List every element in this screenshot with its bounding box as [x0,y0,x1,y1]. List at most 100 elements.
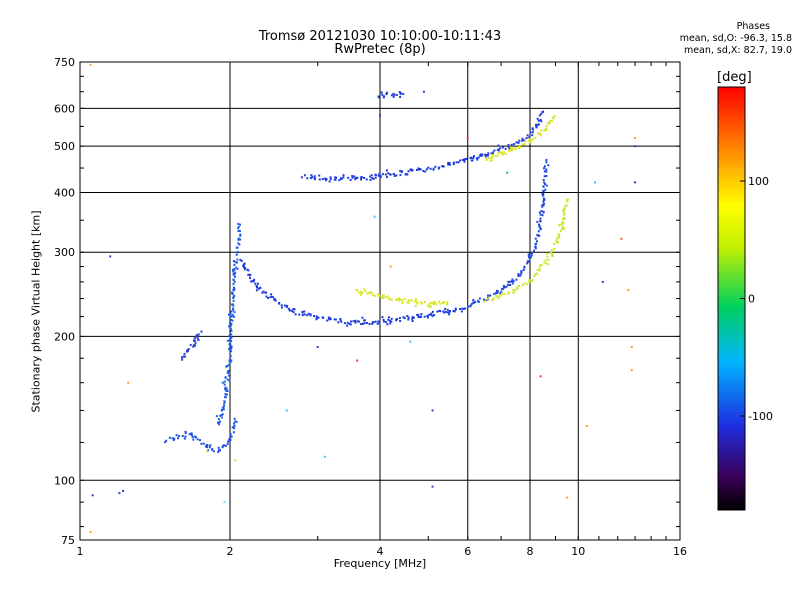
data-point [407,301,410,304]
data-point [465,157,468,160]
data-point [321,178,324,180]
data-point [228,359,231,362]
outlier-point [323,455,326,458]
data-point [508,147,511,150]
data-point [292,308,295,310]
data-point [195,335,197,338]
data-point [414,298,417,301]
data-point [528,139,531,142]
data-point [463,160,466,163]
data-point [558,233,561,236]
data-point [544,261,547,264]
data-point [511,280,514,283]
y-tick-label: 100 [54,474,75,487]
data-point [370,174,373,177]
data-point [228,363,230,366]
data-point [446,308,449,311]
data-point [430,313,432,316]
data-point [486,157,489,159]
data-point [236,246,239,249]
data-point [417,316,420,318]
data-point [220,416,223,419]
data-point [562,210,565,213]
data-point [534,243,537,246]
data-point [247,269,250,272]
data-point [227,369,230,372]
data-point [538,269,541,272]
data-point [447,311,450,314]
data-point [224,445,227,447]
colorbar-tick-label: 0 [748,293,755,306]
data-point [228,313,230,316]
data-point [363,322,366,325]
data-point [489,294,492,297]
data-point [479,153,482,156]
data-point [523,282,526,285]
data-point [187,348,190,351]
data-point [251,279,254,282]
data-point [217,446,220,449]
outlier-point [431,485,434,488]
data-point [510,148,513,151]
data-point [398,297,401,300]
data-point [357,320,360,323]
data-point [273,298,276,301]
data-point [229,327,232,330]
outlier-point [620,237,623,240]
data-point [509,284,512,286]
y-tick-label: 750 [54,56,75,69]
data-point [328,180,331,183]
data-point [346,321,349,324]
outlier-point [316,346,319,349]
data-point [485,154,488,156]
data-point [381,173,384,176]
data-point [438,166,441,169]
data-point [361,316,364,319]
data-point [378,172,381,175]
data-point [230,350,233,353]
data-point [395,174,398,177]
data-point [523,139,526,142]
data-point [509,146,512,149]
data-point [538,267,541,270]
data-point [389,322,392,325]
data-point [562,218,564,221]
data-point [230,333,233,336]
data-point [236,258,239,261]
data-point [232,272,235,275]
data-point [225,365,228,368]
data-point [171,437,174,440]
data-point [307,312,310,315]
data-point [399,96,402,98]
outlier-point [466,137,469,140]
data-point [560,223,563,226]
x-tick-label: 10 [571,545,585,558]
data-point [228,379,231,382]
data-point [219,449,221,452]
data-point [376,322,379,325]
data-point [347,176,350,179]
data-point [484,153,487,156]
data-point [509,149,512,152]
data-point [411,320,414,322]
data-point [209,444,212,447]
data-point [240,259,243,262]
outlier-point [91,494,94,497]
data-point [561,221,564,224]
data-point [431,315,434,318]
data-point [543,165,546,168]
data-point [239,238,242,241]
data-point [365,322,368,324]
data-point [472,157,475,160]
data-point [501,292,504,295]
data-point [443,311,446,314]
data-point [233,275,236,278]
data-point [371,293,374,296]
data-point [342,176,345,179]
data-point [433,301,436,304]
data-point [410,168,413,171]
data-point [546,252,549,255]
data-point [402,316,405,319]
data-point [536,117,539,120]
data-point [230,336,233,339]
